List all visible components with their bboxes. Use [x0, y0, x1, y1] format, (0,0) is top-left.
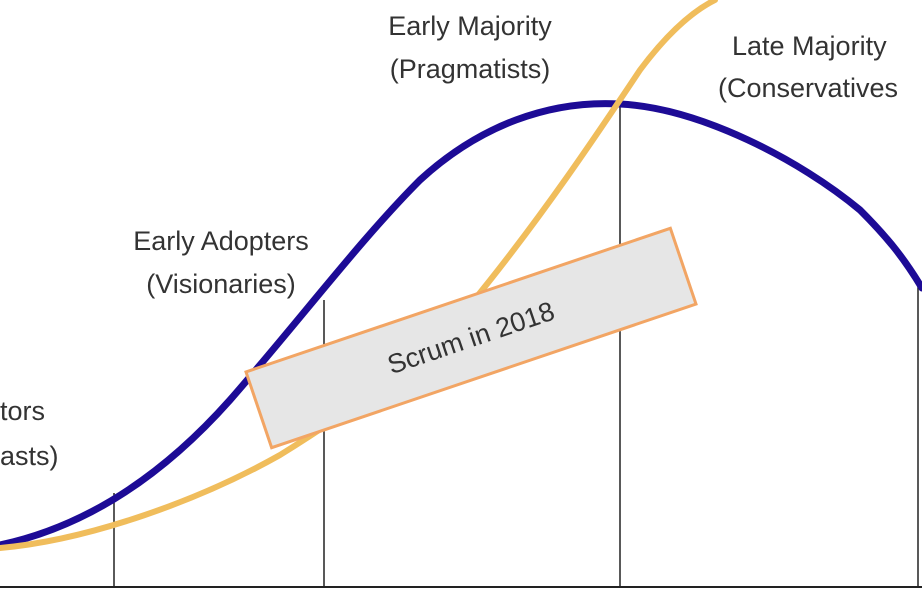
label-early-majority: Early Majority (Pragmatists) — [388, 11, 552, 84]
label-late-majority: Late Majority (Conservatives — [718, 31, 898, 103]
label-late-majority-line1: Late Majority — [732, 31, 887, 61]
label-early-majority-line1: Early Majority — [388, 11, 552, 41]
label-late-majority-line2: (Conservatives — [718, 73, 898, 103]
label-innovators-line1: tors — [0, 396, 45, 426]
label-innovators: tors asts) — [0, 396, 59, 471]
label-early-adopters-line1: Early Adopters — [133, 226, 309, 256]
callout-box: Scrum in 2018 — [244, 226, 698, 450]
callout-rect — [244, 226, 698, 450]
label-early-adopters-line2: (Visionaries) — [146, 269, 296, 299]
bell-curve — [0, 100, 922, 549]
label-early-majority-line2: (Pragmatists) — [390, 54, 551, 84]
label-innovators-line2: asts) — [0, 441, 59, 471]
label-early-adopters: Early Adopters (Visionaries) — [133, 226, 309, 299]
